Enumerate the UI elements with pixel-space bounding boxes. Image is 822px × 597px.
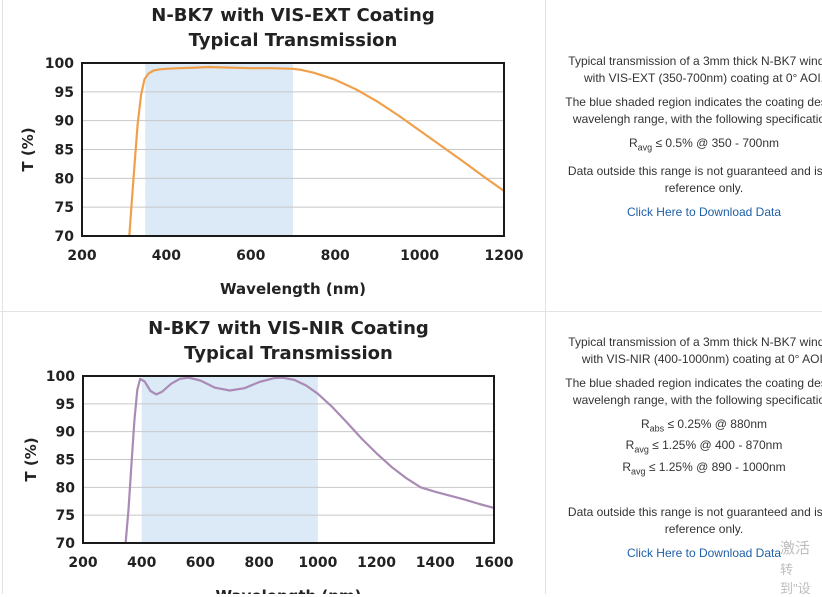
x-tick-label: 1200 <box>485 248 524 264</box>
transmission-chart-vis-ext: N-BK7 with VIS-EXT Coating Typical Transm… <box>19 5 524 298</box>
spec-subscript: avg <box>630 466 646 477</box>
row-divider <box>0 311 822 312</box>
spec-symbol: R <box>640 417 650 431</box>
spec-value: ≤ 1.25% @ 890 - 1000nm <box>645 459 786 474</box>
download-data-link[interactable]: Click Here to Download Data <box>626 546 782 561</box>
chart-cell-vis-nir: N-BK7 with VIS-NIR Coating Typical Transm… <box>3 312 545 594</box>
x-tick-label: 600 <box>186 555 215 571</box>
x-tick-label: 1000 <box>400 248 439 264</box>
spec-line: Ravg ≤ 1.25% @ 890 - 1000nm <box>556 459 822 480</box>
product-row-vis-ext: N-BK7 with VIS-EXT Coating Typical Transm… <box>3 0 822 311</box>
y-tick-label: 90 <box>55 114 75 130</box>
spec-subscript: avg <box>637 142 653 153</box>
x-tick-label: 200 <box>67 248 96 264</box>
spec-list: Rabs ≤ 0.25% @ 880nm Ravg ≤ 1.25% @ 400 … <box>556 416 822 480</box>
y-tick-label: 70 <box>55 229 75 245</box>
spec-line: Rabs ≤ 0.25% @ 880nm <box>556 416 822 437</box>
y-tick-label: 80 <box>55 171 75 187</box>
spec-subscript: avg <box>634 444 649 455</box>
y-tick-label: 85 <box>55 143 74 159</box>
x-tick-label: 1400 <box>416 555 455 571</box>
spec-value: ≤ 0.25% @ 880nm <box>664 417 768 431</box>
outside-range-note: Data outside this range is not guarantee… <box>567 505 822 537</box>
y-tick-label: 95 <box>55 85 74 101</box>
spec-line: Ravg ≤ 0.5% @ 350 - 700nm <box>556 135 822 156</box>
x-tick-label: 200 <box>68 555 97 571</box>
y-axis-label: T (%) <box>22 437 40 481</box>
left-border <box>2 0 3 594</box>
x-tick-label: 1600 <box>475 555 514 571</box>
x-tick-label: 800 <box>245 555 274 571</box>
chart-title: N-BK7 with VIS-EXT Coating <box>151 5 434 26</box>
watermark-line-1: 激活 <box>780 540 811 557</box>
x-axis-label: Wavelength (nm) <box>220 280 366 298</box>
watermark-line-2: 转到"设 <box>780 562 811 596</box>
x-tick-label: 600 <box>236 248 265 264</box>
y-tick-label: 90 <box>56 425 76 441</box>
product-row-vis-nir: N-BK7 with VIS-NIR Coating Typical Transm… <box>0 312 822 594</box>
y-tick-label: 95 <box>56 397 75 413</box>
description-text: Typical transmission of a 3mm thick N-BK… <box>568 54 822 85</box>
description-cell-vis-ext: Typical transmission of a 3mm thick N-BK… <box>546 0 822 311</box>
transmission-line <box>128 65 505 237</box>
y-tick-label: 85 <box>56 453 75 469</box>
spec-value: ≤ 1.25% @ 400 - 870nm <box>648 438 783 453</box>
shaded-region-note: The blue shaded region indicates the coa… <box>565 376 822 407</box>
x-tick-label: 400 <box>152 248 181 264</box>
shaded-region-note: The blue shaded region indicates the coa… <box>565 95 822 126</box>
y-tick-label: 100 <box>46 369 75 385</box>
x-tick-label: 400 <box>127 555 156 571</box>
column-divider <box>545 0 546 594</box>
transmission-chart-vis-nir: N-BK7 with VIS-NIR Coating Typical Transm… <box>22 318 514 594</box>
y-tick-label: 75 <box>56 508 75 524</box>
plot-frame <box>81 62 505 237</box>
description-block-vis-nir: Typical transmission of a 3mm thick N-BK… <box>556 334 822 562</box>
y-tick-label: 100 <box>45 56 74 72</box>
description-block-vis-ext: Typical transmission of a 3mm thick N-BK… <box>556 53 822 221</box>
x-tick-label: 800 <box>321 248 350 264</box>
spec-value: ≤ 0.5% @ 350 - 700nm <box>652 136 780 150</box>
x-tick-label: 1200 <box>357 555 396 571</box>
description-cell-vis-nir: Typical transmission of a 3mm thick N-BK… <box>546 312 822 594</box>
spec-line: Ravg ≤ 1.25% @ 400 - 870nm <box>556 437 822 458</box>
spec-symbol: R <box>628 136 638 150</box>
chart-cell-vis-ext: N-BK7 with VIS-EXT Coating Typical Transm… <box>3 0 545 311</box>
y-tick-label: 75 <box>55 200 74 216</box>
download-data-link[interactable]: Click Here to Download Data <box>626 205 782 220</box>
spec-symbol: R <box>625 438 635 453</box>
transmission-line <box>124 376 495 544</box>
spec-list: Ravg ≤ 0.5% @ 350 - 700nm <box>556 135 822 156</box>
y-tick-label: 70 <box>56 536 76 552</box>
description-text: Typical transmission of a 3mm thick N-BK… <box>568 335 822 366</box>
spec-subscript: abs <box>649 423 665 434</box>
spec-symbol: R <box>622 459 631 474</box>
y-axis-label: T (%) <box>19 127 37 171</box>
x-tick-label: 1000 <box>298 555 337 571</box>
outside-range-note: Data outside this range is not guarantee… <box>567 164 822 196</box>
chart-title: N-BK7 with VIS-NIR Coating <box>148 318 429 339</box>
x-axis-label: Wavelength (nm) <box>216 587 362 594</box>
chart-subtitle: Typical Transmission <box>184 343 393 364</box>
chart-subtitle: Typical Transmission <box>189 30 398 51</box>
plot-frame <box>82 375 495 544</box>
y-tick-label: 80 <box>56 480 76 496</box>
